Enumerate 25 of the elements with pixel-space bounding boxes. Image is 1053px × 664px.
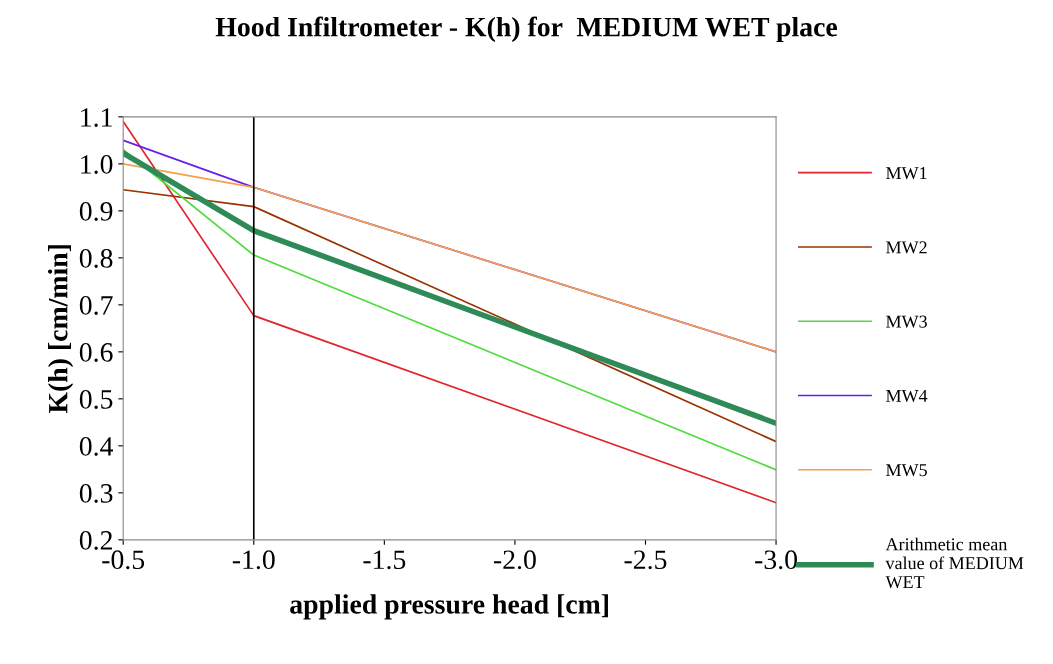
x-tick-label: -2.0 xyxy=(493,550,536,570)
x-tick-label: -1.5 xyxy=(363,550,406,570)
x-tick-label: -3.0 xyxy=(755,550,797,570)
y-tick-label: 0.2 xyxy=(79,531,112,550)
legend-label: MW2 xyxy=(886,241,927,254)
y-tick-label: 0.4 xyxy=(79,437,114,456)
chart-title: Hood Infiltrometer - K(h) for MEDIUM WET place xyxy=(215,16,838,43)
legend-label: Arithmetic mean value of MEDIUM WET xyxy=(885,537,1024,589)
y-tick-label: 0.7 xyxy=(79,296,113,315)
y-tick-label: 0.8 xyxy=(79,249,113,268)
x-tick-label: -0.5 xyxy=(102,550,145,570)
x-tick-label: -2.5 xyxy=(624,550,667,570)
y-tick-label: 0.6 xyxy=(79,343,113,362)
legend-label: MW4 xyxy=(886,389,928,403)
x-axis-title: applied pressure head [cm] xyxy=(290,594,608,620)
y-tick-label: 1.1 xyxy=(81,108,112,127)
y-tick-label: 1.0 xyxy=(81,155,113,174)
legend-label: MW3 xyxy=(886,315,927,328)
y-tick-label: 0.5 xyxy=(79,390,113,409)
y-axis-title: K(h) [cm/min] xyxy=(48,245,74,414)
y-tick-label: 0.9 xyxy=(79,202,113,221)
legend-label: MW1 xyxy=(886,167,927,180)
x-tick-label: -1.0 xyxy=(232,550,275,570)
legend-label: MW5 xyxy=(886,464,927,477)
y-tick-label: 0.3 xyxy=(79,484,113,503)
